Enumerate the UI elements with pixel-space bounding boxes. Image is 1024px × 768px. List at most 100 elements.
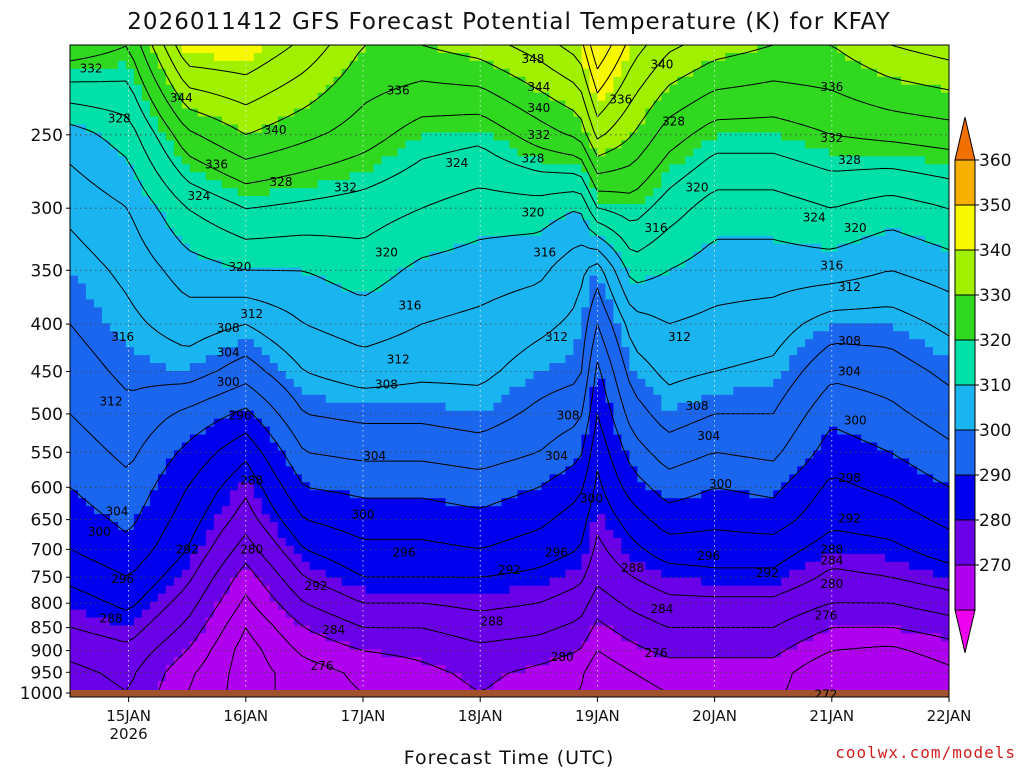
field-cell: [93, 315, 103, 324]
field-cell: [141, 100, 151, 110]
field-cell: [317, 132, 327, 142]
field-cell: [325, 156, 335, 165]
field-cell: [493, 275, 503, 285]
field-cell: [485, 204, 495, 213]
field-cell: [773, 339, 782, 348]
field-cell: [317, 323, 327, 332]
field-cell: [405, 211, 415, 221]
field-cell: [869, 92, 878, 102]
field-cell: [325, 227, 335, 237]
field-cell: [645, 219, 654, 229]
field-cell: [189, 124, 199, 134]
field-cell: [101, 68, 111, 78]
field-cell: [941, 299, 949, 308]
field-cell: [325, 132, 335, 142]
field-cell: [669, 204, 678, 213]
field-cell: [661, 140, 670, 149]
field-cell: [661, 371, 670, 380]
field-cell: [349, 315, 359, 324]
field-cell: [909, 52, 918, 62]
field-cell: [613, 140, 622, 149]
field-cell: [869, 347, 878, 356]
field-cell: [405, 52, 415, 62]
field-cell: [853, 92, 862, 102]
field-cell: [797, 378, 806, 388]
field-cell: [901, 219, 910, 229]
field-cell: [413, 60, 423, 70]
field-cell: [70, 386, 79, 396]
field-cell: [749, 339, 758, 348]
field-cell: [925, 243, 934, 253]
field-cell: [621, 164, 630, 173]
field-cell: [757, 363, 766, 372]
field-cell: [765, 60, 774, 70]
field-cell: [333, 108, 343, 118]
field-cell: [677, 291, 686, 301]
field-cell: [917, 355, 926, 364]
field-cell: [613, 204, 622, 213]
field-cell: [789, 259, 798, 269]
field-cell: [125, 363, 135, 372]
field-cell: [109, 92, 119, 102]
field-cell: [589, 243, 598, 253]
field-cell: [461, 68, 471, 78]
field-cell: [941, 251, 949, 261]
field-cell: [205, 180, 215, 189]
field-cell: [605, 84, 614, 94]
field-cell: [637, 378, 646, 388]
field-cell: [629, 45, 638, 54]
field-cell: [117, 108, 127, 118]
field-cell: [389, 331, 399, 340]
field-cell: [149, 307, 159, 316]
field-cell: [309, 156, 319, 165]
field-cell: [813, 92, 822, 102]
field-cell: [629, 283, 638, 293]
field-cell: [837, 84, 846, 94]
field-cell: [349, 196, 359, 205]
field-cell: [797, 235, 806, 245]
field-cell: [725, 172, 734, 181]
field-cell: [597, 275, 606, 285]
field-cell: [845, 172, 854, 181]
field-cell: [693, 124, 702, 134]
field-cell: [549, 180, 559, 189]
field-cell: [917, 243, 926, 253]
field-cell: [413, 227, 423, 237]
field-cell: [365, 235, 375, 245]
field-cell: [405, 307, 415, 316]
field-cell: [669, 68, 678, 78]
field-cell: [197, 243, 207, 253]
field-cell: [133, 188, 143, 197]
field-cell: [573, 371, 583, 380]
field-cell: [189, 386, 199, 396]
field-cell: [869, 283, 878, 293]
field-cell: [517, 76, 527, 86]
field-cell: [341, 148, 351, 157]
field-cell: [701, 371, 710, 380]
field-cell: [845, 315, 854, 324]
field-cell: [821, 394, 830, 404]
field-cell: [70, 92, 79, 102]
field-cell: [701, 363, 710, 372]
field-cell: [133, 204, 143, 213]
field-cell: [837, 251, 846, 261]
field-cell: [821, 323, 830, 332]
field-cell: [117, 92, 127, 102]
field-cell: [941, 92, 949, 102]
field-cell: [373, 227, 383, 237]
field-cell: [365, 76, 375, 86]
field-cell: [269, 291, 279, 301]
field-cell: [661, 347, 670, 356]
field-cell: [837, 323, 846, 332]
field-cell: [477, 331, 487, 340]
field-cell: [309, 68, 319, 78]
field-cell: [309, 355, 319, 364]
field-cell: [429, 363, 439, 372]
field-cell: [237, 315, 247, 324]
field-cell: [693, 132, 702, 142]
field-cell: [213, 251, 223, 261]
field-cell: [469, 76, 479, 86]
field-cell: [725, 355, 734, 364]
field-cell: [485, 243, 495, 253]
field-cell: [269, 140, 279, 149]
